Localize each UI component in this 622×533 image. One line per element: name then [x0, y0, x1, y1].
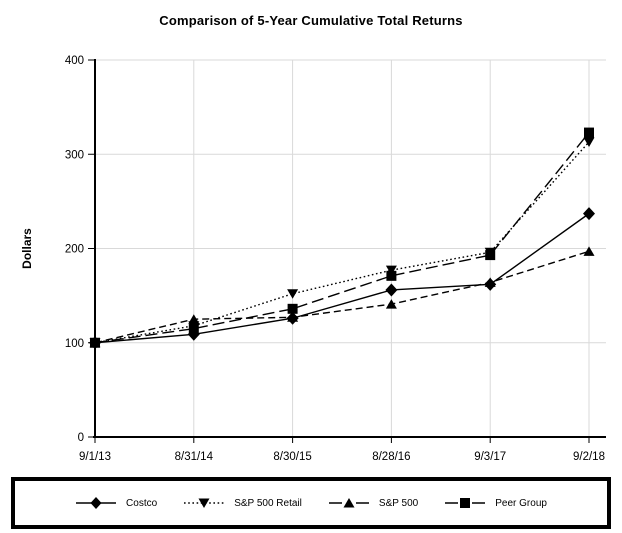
x-tick-label: 8/28/16	[372, 451, 410, 463]
triangle-up-marker	[287, 312, 299, 322]
triangle-up-icon	[343, 498, 355, 508]
square-marker	[485, 250, 496, 261]
y-tick-label: 100	[65, 338, 84, 350]
square-marker	[90, 337, 100, 348]
diamond-marker	[583, 207, 595, 221]
series-line-1	[94, 141, 590, 344]
square-marker	[188, 323, 199, 334]
triangle-up-marker	[188, 314, 200, 324]
y-tick-label: 400	[65, 55, 84, 67]
diamond-marker	[385, 283, 398, 297]
triangle-up-marker	[484, 277, 496, 287]
x-tick-label: 8/31/14	[175, 451, 214, 463]
triangle-down-marker	[583, 137, 595, 147]
chart-title: Comparison of 5-Year Cumulative Total Re…	[159, 13, 463, 28]
legend-square-sample	[445, 498, 486, 508]
legend-item-s-p-500: S&P 500	[328, 495, 418, 511]
square-icon	[460, 498, 471, 508]
x-tick-label: 9/1/13	[79, 451, 111, 463]
x-tick-label: 9/3/17	[474, 451, 506, 463]
x-tick-label: 8/30/15	[273, 451, 311, 463]
x-tick-label: 9/2/18	[573, 451, 605, 463]
y-tick-label: 300	[65, 149, 84, 161]
triangle-down-marker	[385, 265, 397, 276]
legend-item-costco: Costco	[75, 495, 157, 511]
series-line-2	[94, 250, 590, 344]
y-tick-label: 200	[65, 244, 84, 256]
triangle-up-marker	[385, 299, 397, 309]
y-tick-label: 0	[78, 432, 84, 444]
triangle-down-icon	[198, 498, 210, 508]
triangle-up-marker	[583, 246, 595, 256]
legend-item-peer-group: Peer Group	[444, 495, 547, 511]
series-line-0	[94, 213, 590, 344]
diamond-icon	[90, 497, 102, 509]
square-marker	[287, 303, 298, 314]
series-line-3	[94, 132, 590, 344]
legend-item-s-p-500-retail: S&P 500 Retail	[183, 495, 302, 511]
chart-legend: Costco S&P 500 Retail S&P 500 Peer Group	[11, 477, 611, 529]
legend-triangle-up-sample	[328, 498, 369, 508]
square-marker	[584, 127, 594, 138]
legend-label: S&P 500 Retail	[234, 497, 302, 509]
legend-diamond-sample	[76, 497, 117, 509]
legend-triangle-down-sample	[184, 498, 225, 508]
triangle-down-marker	[287, 289, 299, 299]
legend-label: Peer Group	[495, 497, 547, 509]
square-marker	[386, 270, 397, 281]
y-axis-title: Dollars	[20, 228, 34, 269]
legend-label: Costco	[126, 497, 158, 509]
legend-label: S&P 500	[378, 497, 419, 509]
